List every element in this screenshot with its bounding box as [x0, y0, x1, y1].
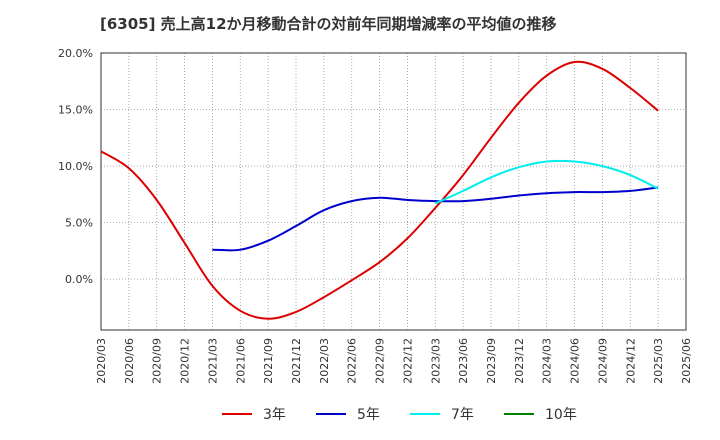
legend-label: 5年 [357, 407, 380, 423]
y-tick-label: 0.0% [65, 273, 93, 286]
series-line-7年 [434, 159, 659, 205]
x-tick-label: 2025/03 [652, 338, 665, 384]
legend-label: 10年 [545, 407, 577, 423]
x-tick-label: 2022/09 [374, 338, 387, 384]
x-tick-label: 2024/03 [541, 338, 554, 384]
x-tick-label: 2025/06 [680, 338, 693, 384]
legend: 3年 5年 7年 10年 [222, 407, 577, 423]
x-tick-label: 2023/03 [429, 338, 442, 384]
y-tick-label: 10.0% [58, 160, 93, 173]
x-tick-label: 2021/03 [206, 338, 219, 384]
x-tick-label: 2024/12 [624, 338, 637, 384]
x-tick-label: 2020/09 [151, 338, 164, 384]
x-tick-label: 2022/06 [346, 338, 359, 384]
x-axis-ticks: 2020/03 2020/06 2020/09 2020/12 2021/03 2021/… [95, 338, 693, 384]
x-tick-label: 2020/12 [179, 338, 192, 384]
y-axis-ticks: 0.0% 5.0% 10.0% 15.0% 20.0% [58, 47, 93, 286]
y-tick-label: 15.0% [58, 104, 93, 117]
x-tick-label: 2022/03 [318, 338, 331, 384]
x-tick-label: 2022/12 [401, 338, 414, 384]
x-tick-label: 2020/06 [123, 338, 136, 384]
x-tick-label: 2024/06 [569, 338, 582, 384]
x-tick-label: 2023/06 [457, 338, 470, 384]
y-tick-label: 20.0% [58, 47, 93, 60]
x-tick-label: 2020/03 [95, 338, 108, 384]
x-tick-label: 2024/09 [596, 338, 609, 384]
plot-area [100, 52, 687, 331]
x-tick-label: 2021/12 [290, 338, 303, 384]
x-tick-label: 2021/06 [234, 338, 247, 384]
x-tick-label: 2023/12 [513, 338, 526, 384]
x-tick-label: 2021/09 [262, 338, 275, 384]
series-line-5年 [212, 186, 659, 252]
series-line-3年 [100, 60, 659, 320]
series-layer [100, 60, 659, 320]
x-tick-label: 2023/09 [485, 338, 498, 384]
y-tick-label: 5.0% [65, 217, 93, 230]
legend-label: 3年 [263, 407, 286, 423]
chart-title: [6305] 売上高12か月移動合計の対前年同期増減率の平均値の推移 [100, 15, 557, 33]
legend-label: 7年 [451, 407, 474, 423]
